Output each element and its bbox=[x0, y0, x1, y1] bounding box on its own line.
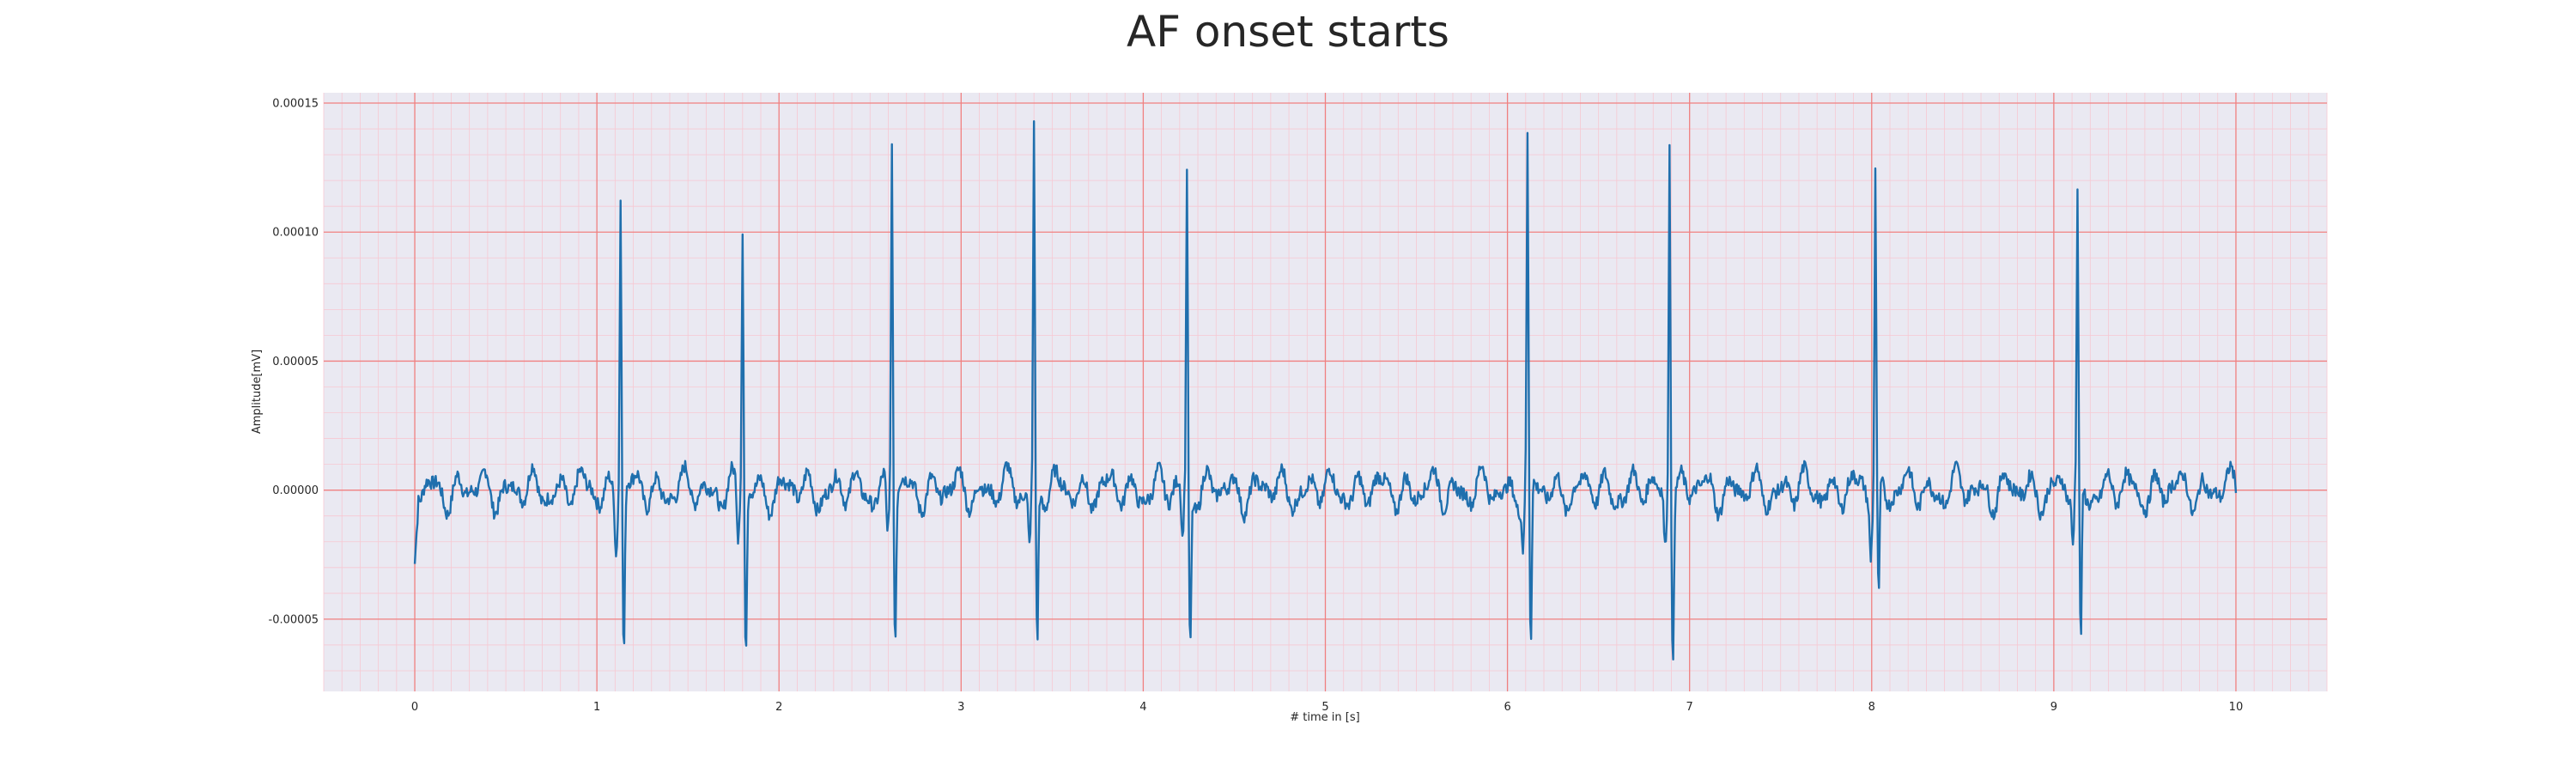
x-tick-label: 3 bbox=[957, 701, 964, 714]
x-tick-label: 8 bbox=[1868, 701, 1875, 714]
y-tick-label: 0.00000 bbox=[272, 484, 319, 497]
x-tick-label: 9 bbox=[2050, 701, 2057, 714]
y-tick-label: -0.00005 bbox=[269, 613, 319, 626]
y-tick-label: 0.00010 bbox=[272, 227, 319, 240]
x-tick-label: 7 bbox=[1686, 701, 1693, 714]
chart-title: AF onset starts bbox=[1127, 7, 1449, 57]
x-tick-label: 10 bbox=[2229, 701, 2244, 714]
x-tick-label: 6 bbox=[1504, 701, 1510, 714]
x-tick-label: 2 bbox=[775, 701, 782, 714]
ecg-signal-line bbox=[413, 120, 2238, 661]
x-axis-label: # time in [s] bbox=[1290, 711, 1359, 724]
x-tick-label: 0 bbox=[411, 701, 418, 714]
x-tick-label: 1 bbox=[593, 701, 600, 714]
y-tick-label: 0.00005 bbox=[272, 356, 319, 368]
x-axis-ticks: 0 1 2 3 4 5 6 7 8 9 10 bbox=[411, 701, 2243, 714]
y-tick-label: 0.00015 bbox=[272, 98, 319, 111]
y-axis-ticks: -0.00005 0.00000 0.00005 0.00010 0.00015 bbox=[269, 98, 319, 627]
x-tick-label: 5 bbox=[1321, 701, 1328, 714]
y-axis-label: Amplitude[mV] bbox=[251, 350, 264, 434]
major-grid bbox=[324, 93, 2327, 691]
x-tick-label: 4 bbox=[1139, 701, 1146, 714]
